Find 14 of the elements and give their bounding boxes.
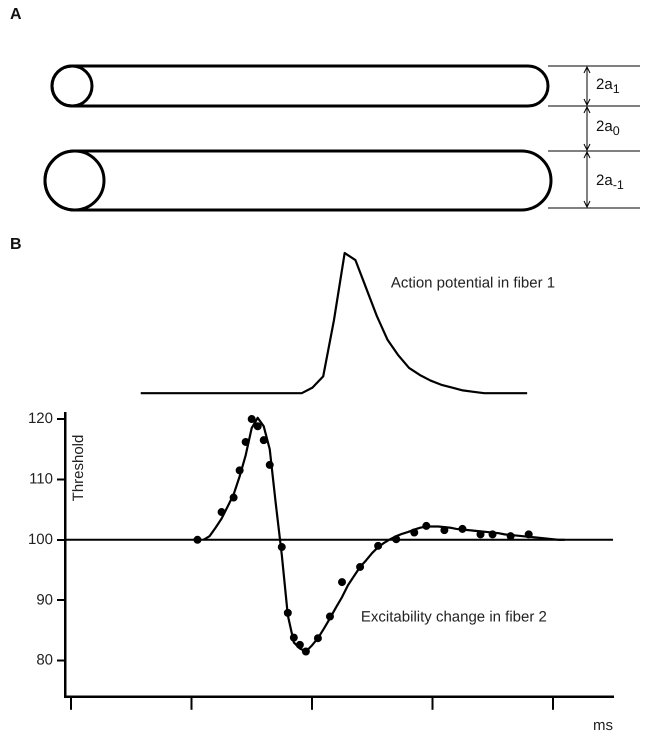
y-tick-label: 100 — [28, 530, 53, 548]
text: 2a$_{1}$ — [596, 76, 620, 96]
text: A — [10, 6, 22, 24]
text: 2a$_{0}$ — [596, 118, 620, 138]
annotation: Action potential in fiber 1 — [390, 274, 556, 292]
y-axis-title: Threshold — [70, 434, 88, 502]
text: 2a$_{-1}$ — [596, 172, 624, 192]
x-axis-title: ms — [593, 717, 613, 734]
text: B — [10, 236, 22, 254]
y-tick-label: 120 — [28, 410, 53, 428]
y-tick-label: 80 — [36, 652, 53, 669]
y-tick-label: 110 — [29, 470, 53, 488]
y-tick-label: 90 — [36, 591, 53, 608]
annotation: Excitability change in fiber 2 — [360, 608, 547, 626]
